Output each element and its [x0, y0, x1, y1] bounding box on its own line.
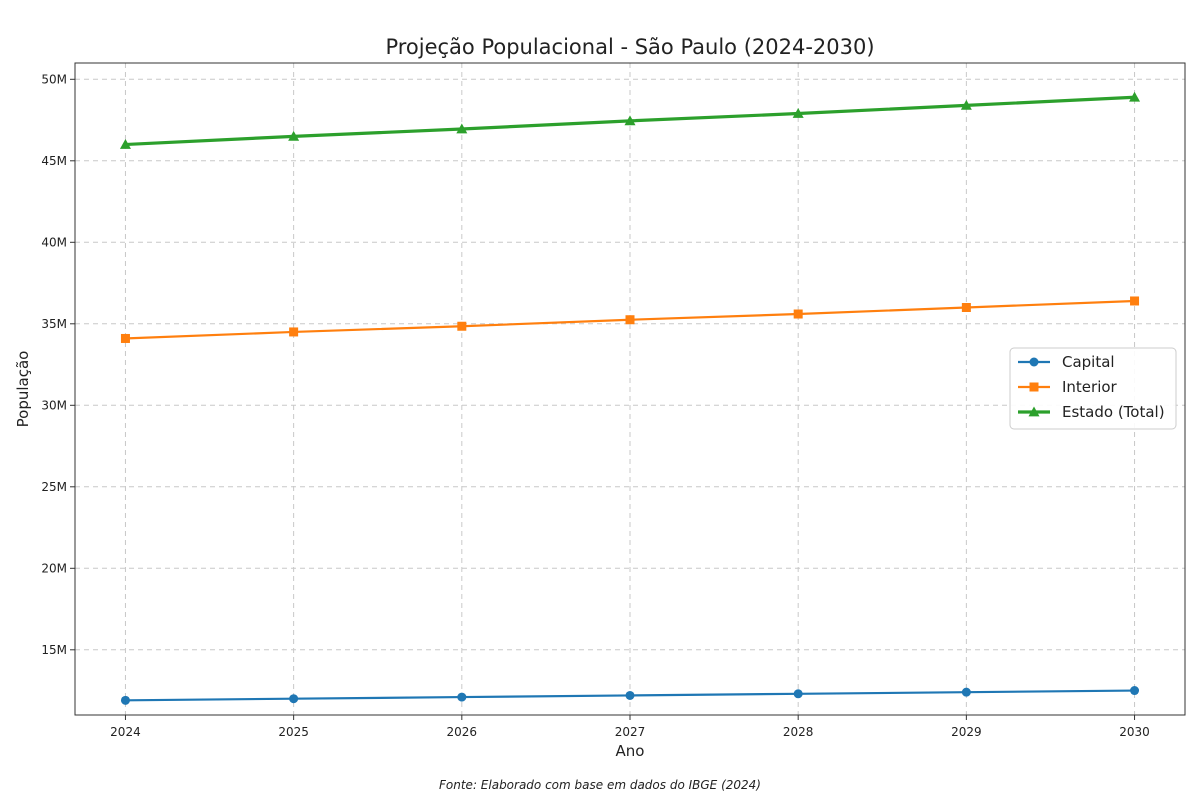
y-tick-label: 20M [41, 561, 67, 575]
legend-label: Interior [1062, 378, 1118, 396]
data-point [456, 123, 468, 134]
data-point [961, 687, 971, 697]
data-point [960, 99, 972, 110]
series-capital [120, 686, 1140, 705]
data-point [120, 695, 130, 705]
grid [75, 63, 1185, 715]
x-tick-label: 2029 [951, 725, 982, 739]
x-tick-label: 2025 [278, 725, 309, 739]
y-tick-label: 35M [41, 317, 67, 331]
x-tick-label: 2027 [615, 725, 646, 739]
x-axis: 2024 2025 2026 2027 2028 2029 2030 [110, 715, 1150, 739]
series-estado-total [119, 91, 1141, 149]
legend-marker [1029, 382, 1039, 392]
y-tick-label: 15M [41, 643, 67, 657]
data-point [119, 139, 131, 149]
data-point [793, 309, 803, 319]
y-tick-label: 45M [41, 154, 67, 168]
y-tick-label: 30M [41, 398, 67, 412]
data-point [793, 689, 803, 699]
x-axis-label: Ano [616, 742, 645, 760]
legend-item: Estado (Total) [1018, 403, 1165, 421]
legend: Capital Interior Estado (Total) [1009, 347, 1177, 430]
y-tick-label: 40M [41, 235, 67, 249]
data-point [1129, 91, 1141, 102]
data-point [624, 115, 636, 126]
series-interior [120, 296, 1140, 343]
legend-marker [1029, 357, 1039, 367]
x-tick-label: 2024 [110, 725, 141, 739]
legend-label: Estado (Total) [1062, 403, 1165, 421]
data-point [625, 690, 635, 700]
x-tick-label: 2026 [447, 725, 478, 739]
data-point [625, 315, 635, 325]
data-point [1130, 686, 1140, 696]
legend-marker [1028, 406, 1040, 417]
x-tick-label: 2028 [783, 725, 814, 739]
data-point [792, 108, 804, 118]
data-point [288, 130, 300, 141]
data-point [1130, 296, 1140, 306]
y-tick-label: 50M [41, 72, 67, 86]
data-point [289, 327, 299, 337]
data-point [289, 694, 299, 704]
data-point [457, 692, 467, 702]
data-point [961, 303, 971, 312]
legend-item: Interior [1018, 378, 1118, 396]
data-point [457, 321, 467, 331]
y-axis-label: População [14, 351, 32, 428]
chart-title: Projeção Populacional - São Paulo (2024-… [385, 35, 874, 59]
legend-item: Capital [1018, 353, 1115, 371]
x-tick-label: 2030 [1119, 725, 1150, 739]
source-note: Fonte: Elaborado com base em dados do IB… [439, 778, 761, 792]
y-axis: 15M 20M 25M 30M 35M 40M 45M 50M [41, 72, 75, 657]
data-point [120, 333, 130, 343]
series-group [119, 91, 1141, 705]
legend-box [1009, 347, 1177, 430]
legend-label: Capital [1062, 353, 1115, 371]
y-tick-label: 25M [41, 480, 67, 494]
